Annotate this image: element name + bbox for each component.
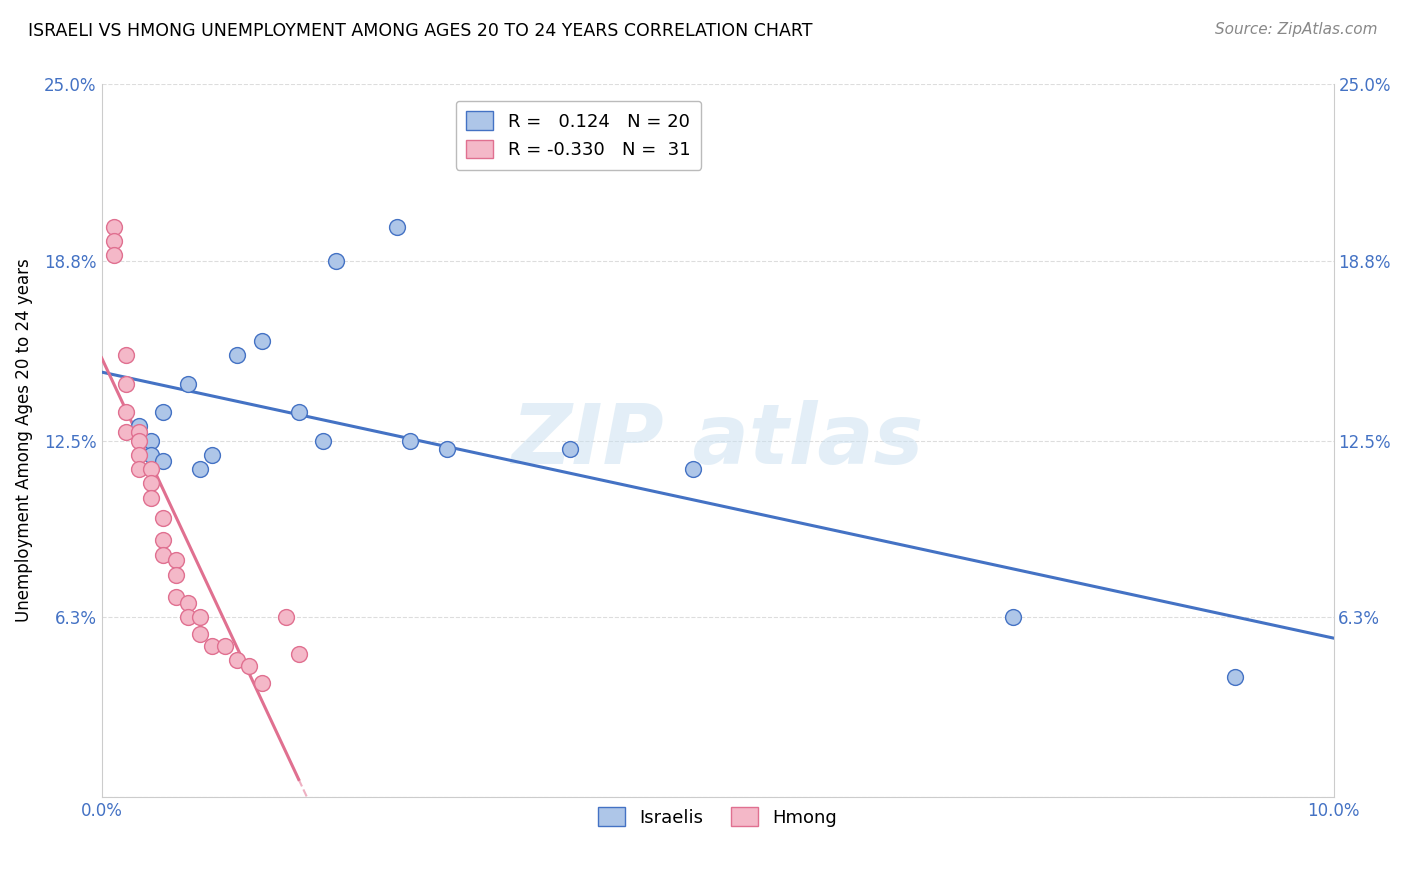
Israelis	[558, 442, 581, 457]
Hmong	[152, 533, 174, 548]
Legend: Israelis, Hmong: Israelis, Hmong	[591, 800, 844, 834]
Israelis	[287, 405, 309, 419]
Israelis	[1223, 670, 1246, 684]
Hmong	[103, 234, 125, 248]
Hmong	[139, 476, 162, 491]
Hmong	[115, 425, 138, 439]
Hmong	[250, 675, 273, 690]
Text: Source: ZipAtlas.com: Source: ZipAtlas.com	[1215, 22, 1378, 37]
Hmong	[128, 448, 150, 462]
Israelis	[682, 462, 704, 476]
Hmong	[103, 248, 125, 262]
Hmong	[139, 462, 162, 476]
Israelis	[139, 448, 162, 462]
Hmong	[115, 405, 138, 419]
Hmong	[188, 610, 211, 624]
Hmong	[214, 639, 236, 653]
Hmong	[188, 627, 211, 641]
Hmong	[103, 219, 125, 234]
Israelis	[188, 462, 211, 476]
Israelis	[325, 254, 347, 268]
Hmong	[139, 491, 162, 505]
Text: ZIP atlas: ZIP atlas	[512, 401, 924, 481]
Israelis	[387, 219, 409, 234]
Hmong	[152, 548, 174, 562]
Hmong	[177, 610, 200, 624]
Israelis	[436, 442, 458, 457]
Israelis	[128, 419, 150, 434]
Hmong	[128, 425, 150, 439]
Text: ISRAELI VS HMONG UNEMPLOYMENT AMONG AGES 20 TO 24 YEARS CORRELATION CHART: ISRAELI VS HMONG UNEMPLOYMENT AMONG AGES…	[28, 22, 813, 40]
Israelis	[139, 434, 162, 448]
Israelis	[398, 434, 420, 448]
Hmong	[115, 348, 138, 362]
Israelis	[152, 453, 174, 467]
Israelis	[1002, 610, 1025, 624]
Hmong	[177, 596, 200, 610]
Israelis	[226, 348, 249, 362]
Hmong	[152, 510, 174, 524]
Hmong	[165, 591, 187, 605]
Hmong	[165, 553, 187, 567]
Hmong	[115, 376, 138, 391]
Israelis	[177, 376, 200, 391]
Israelis	[201, 448, 224, 462]
Hmong	[165, 567, 187, 582]
Israelis	[250, 334, 273, 348]
Israelis	[312, 434, 335, 448]
Hmong	[128, 434, 150, 448]
Hmong	[226, 653, 249, 667]
Hmong	[287, 648, 309, 662]
Hmong	[201, 639, 224, 653]
Y-axis label: Unemployment Among Ages 20 to 24 years: Unemployment Among Ages 20 to 24 years	[15, 259, 32, 623]
Hmong	[276, 610, 298, 624]
Hmong	[238, 658, 260, 673]
Israelis	[152, 405, 174, 419]
Hmong	[128, 462, 150, 476]
